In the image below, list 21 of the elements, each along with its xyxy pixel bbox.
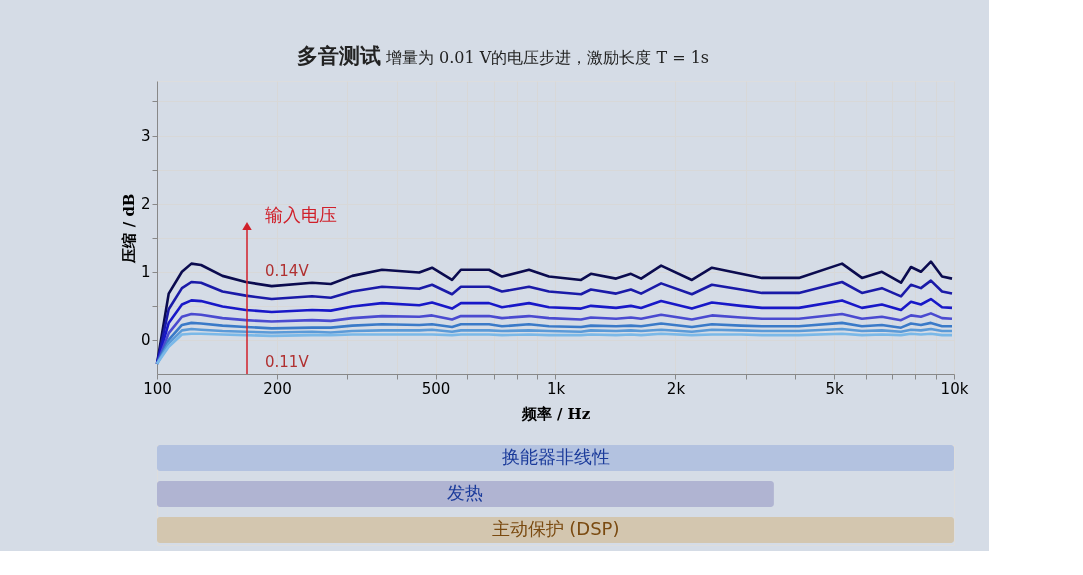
chart-subtitle: 增量为 0.01 V的电压步进，激励长度 T = 1s (385, 48, 710, 67)
annotation: 0.14V (265, 262, 310, 280)
annotation: 输入电压 (265, 204, 337, 225)
x-tick-label: 500 (421, 379, 451, 398)
x-tick-label: 200 (263, 379, 292, 398)
chart-title: 多音测试 (297, 44, 381, 68)
y-tick-label: 0 (140, 331, 151, 350)
x-tick-label: 10k (940, 379, 969, 398)
y-tick-label: 2 (140, 195, 151, 214)
x-tick-label: 5k (825, 379, 844, 398)
text: 换能器非线性 (501, 446, 610, 467)
x-tick-label: 100 (143, 379, 172, 398)
x-tick-label: 1k (546, 379, 566, 398)
y-tick-label: 3 (140, 127, 151, 146)
y-axis-title: 压缩 / dB (119, 193, 138, 264)
x-axis-title: 频率 / Hz (520, 404, 591, 423)
text: 发热 (447, 482, 484, 503)
x-tick-label: 2k (666, 379, 686, 398)
y-tick-label: 1 (140, 263, 151, 282)
text: 主动保护 (DSP) (491, 518, 620, 539)
annotation: 0.11V (265, 353, 310, 371)
